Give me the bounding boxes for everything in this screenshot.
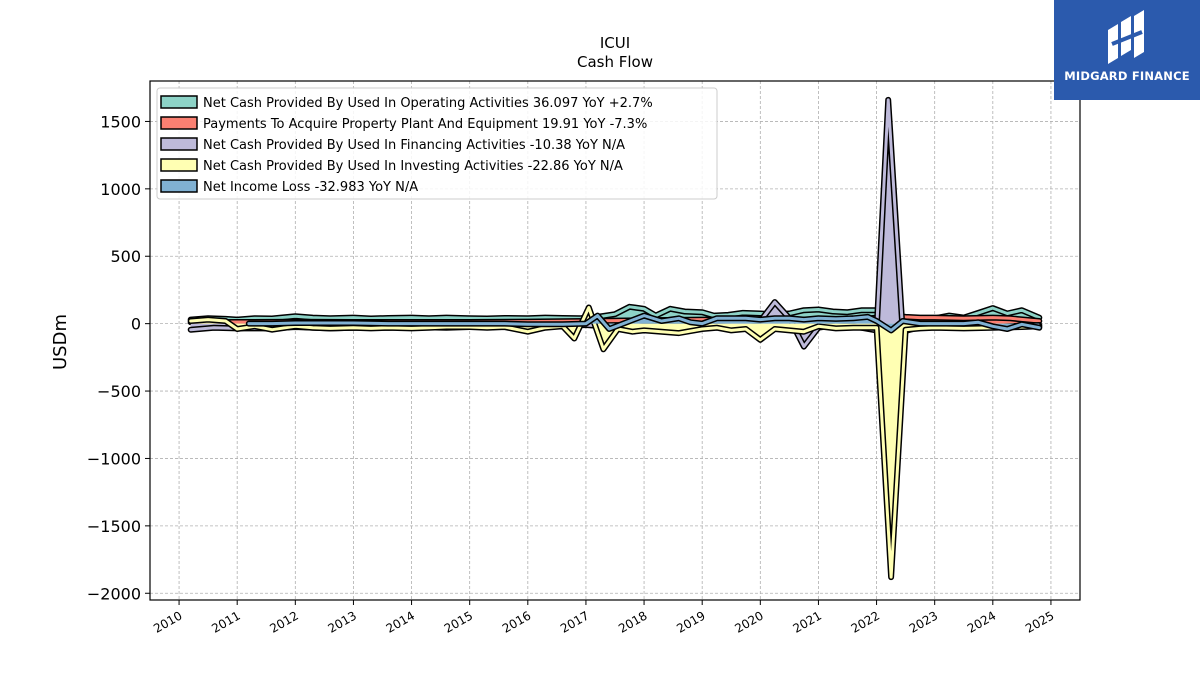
y-tick-label: 1000 bbox=[100, 180, 141, 199]
x-tick-label: 2011 bbox=[209, 608, 242, 635]
x-tick-label: 2021 bbox=[790, 608, 823, 635]
y-tick-label: −500 bbox=[97, 382, 141, 401]
plot-area bbox=[187, 96, 1043, 581]
legend-box bbox=[156, 87, 718, 200]
y-axis-label: USDm bbox=[50, 314, 71, 370]
x-tick-label: 2010 bbox=[151, 608, 184, 635]
x-tick-label: 2016 bbox=[500, 608, 533, 635]
legend-swatch-2 bbox=[160, 116, 198, 130]
x-tick-label: 2025 bbox=[1023, 608, 1056, 635]
legend: Net Cash Provided By Used In Operating A… bbox=[156, 87, 718, 200]
x-tick-label: 2024 bbox=[965, 608, 998, 635]
plot-frame bbox=[149, 80, 1081, 601]
legend-swatch-5 bbox=[160, 179, 198, 193]
x-tick-label: 2019 bbox=[674, 608, 707, 635]
x-tick-label: 2018 bbox=[616, 608, 649, 635]
x-tick-label: 2023 bbox=[907, 608, 940, 635]
chart-subtitle: Cash Flow bbox=[577, 53, 653, 71]
chart-title: ICUI bbox=[600, 34, 630, 52]
y-tick-label: 0 bbox=[131, 315, 141, 334]
x-tick-label: 2022 bbox=[849, 608, 882, 635]
x-tick-label: 2020 bbox=[732, 608, 765, 635]
brand-logo-block: MIDGARD FINANCE bbox=[1054, 0, 1200, 100]
series-line-4 bbox=[189, 306, 1041, 579]
y-tick-label: 1500 bbox=[100, 112, 141, 131]
y-tick-label: 500 bbox=[110, 247, 141, 266]
series-outline-4 bbox=[187, 304, 1043, 581]
y-axis: 1500 1000 500 0 −500 −1000 −1500 −2000 bbox=[87, 112, 150, 603]
legend-label-3: Net Cash Provided By Used In Financing A… bbox=[203, 138, 625, 153]
midgard-logo-icon bbox=[1108, 10, 1144, 64]
legend-label-1: Net Cash Provided By Used In Operating A… bbox=[203, 96, 653, 111]
legend-swatch-4 bbox=[160, 158, 198, 172]
series-line-5 bbox=[247, 314, 1041, 332]
y-tick-label: −1000 bbox=[87, 449, 141, 468]
x-tick-label: 2015 bbox=[442, 608, 475, 635]
y-tick-label: −2000 bbox=[87, 584, 141, 603]
x-axis: 2010 2011 2012 2013 2014 2015 2016 2017 2018 2019… bbox=[151, 600, 1056, 636]
brand-name: MIDGARD FINANCE bbox=[1064, 69, 1190, 83]
x-tick-label: 2013 bbox=[325, 608, 358, 635]
x-tick-label: 2014 bbox=[384, 608, 417, 635]
x-tick-label: 2017 bbox=[558, 608, 591, 635]
legend-swatch-3 bbox=[160, 137, 198, 151]
legend-label-2: Payments To Acquire Property Plant And E… bbox=[203, 117, 647, 132]
legend-label-5: Net Income Loss -32.983 YoY N/A bbox=[203, 180, 418, 195]
legend-label-4: Net Cash Provided By Used In Investing A… bbox=[203, 159, 623, 174]
series-area-4 bbox=[190, 307, 1040, 578]
x-tick-label: 2012 bbox=[267, 608, 300, 635]
y-tick-label: −1500 bbox=[87, 517, 141, 536]
legend-swatch-1 bbox=[160, 95, 198, 109]
